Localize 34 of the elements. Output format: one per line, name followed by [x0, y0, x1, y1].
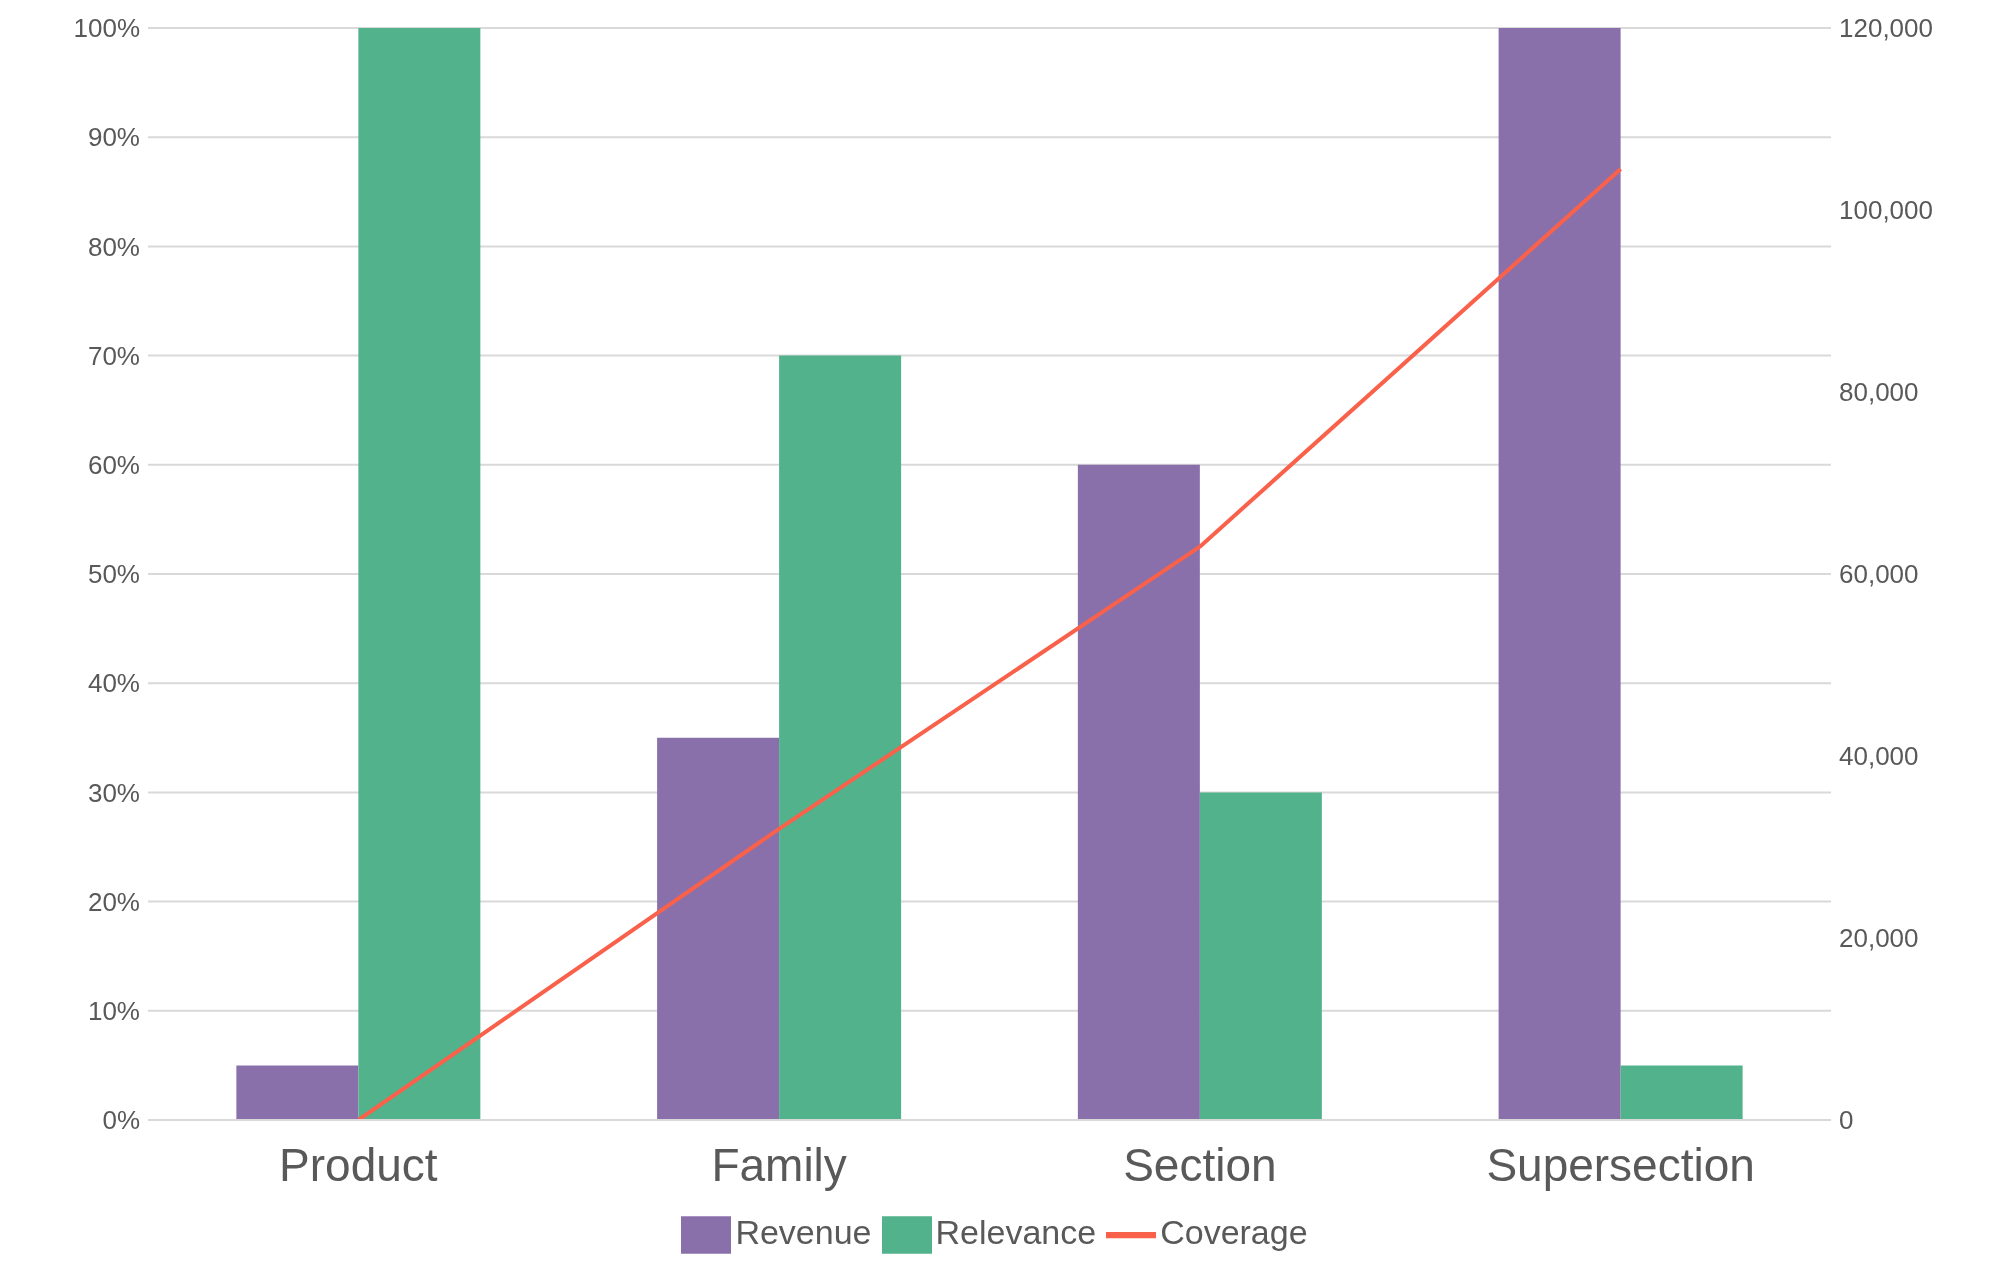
- y-tick-label: 10%: [87, 996, 140, 1027]
- bar: [1077, 464, 1200, 1120]
- bar: [1620, 1065, 1743, 1120]
- legend-label: Revenue: [735, 1212, 872, 1251]
- y2-tick-label: 100,000: [1839, 195, 1933, 226]
- bar: [657, 737, 780, 1120]
- y-tick-label: 0%: [102, 1105, 140, 1136]
- y-tick-label: 60%: [87, 450, 140, 481]
- y-tick-label: 20%: [87, 886, 140, 917]
- legend-label: Coverage: [1160, 1212, 1308, 1251]
- x-tick-label: Product: [279, 1138, 438, 1191]
- y2-tick-label: 80,000: [1839, 377, 1919, 408]
- y-tick-label: 40%: [87, 668, 140, 699]
- y-tick-label: 100%: [73, 13, 140, 44]
- x-tick-label: Section: [1123, 1138, 1277, 1191]
- bar: [1498, 28, 1621, 1120]
- y2-tick-label: 120,000: [1839, 13, 1933, 44]
- y2-tick-label: 20,000: [1839, 923, 1919, 954]
- y-tick-label: 30%: [87, 777, 140, 808]
- y-tick-label: 70%: [87, 340, 140, 371]
- bar: [236, 1065, 359, 1120]
- x-tick-label: Supersection: [1486, 1138, 1755, 1191]
- y2-tick-label: 60,000: [1839, 559, 1919, 590]
- y-tick-label: 80%: [87, 231, 140, 262]
- bar: [779, 355, 902, 1120]
- y-tick-label: 90%: [87, 122, 140, 153]
- bar: [1199, 792, 1322, 1120]
- y2-tick-label: 40,000: [1839, 741, 1919, 772]
- legend-label: Relevance: [935, 1212, 1097, 1251]
- y2-tick-label: 0: [1839, 1105, 1854, 1136]
- y-tick-label: 50%: [87, 559, 140, 590]
- x-tick-label: Family: [711, 1138, 847, 1191]
- line-series: [356, 167, 1623, 1120]
- bar: [358, 28, 481, 1120]
